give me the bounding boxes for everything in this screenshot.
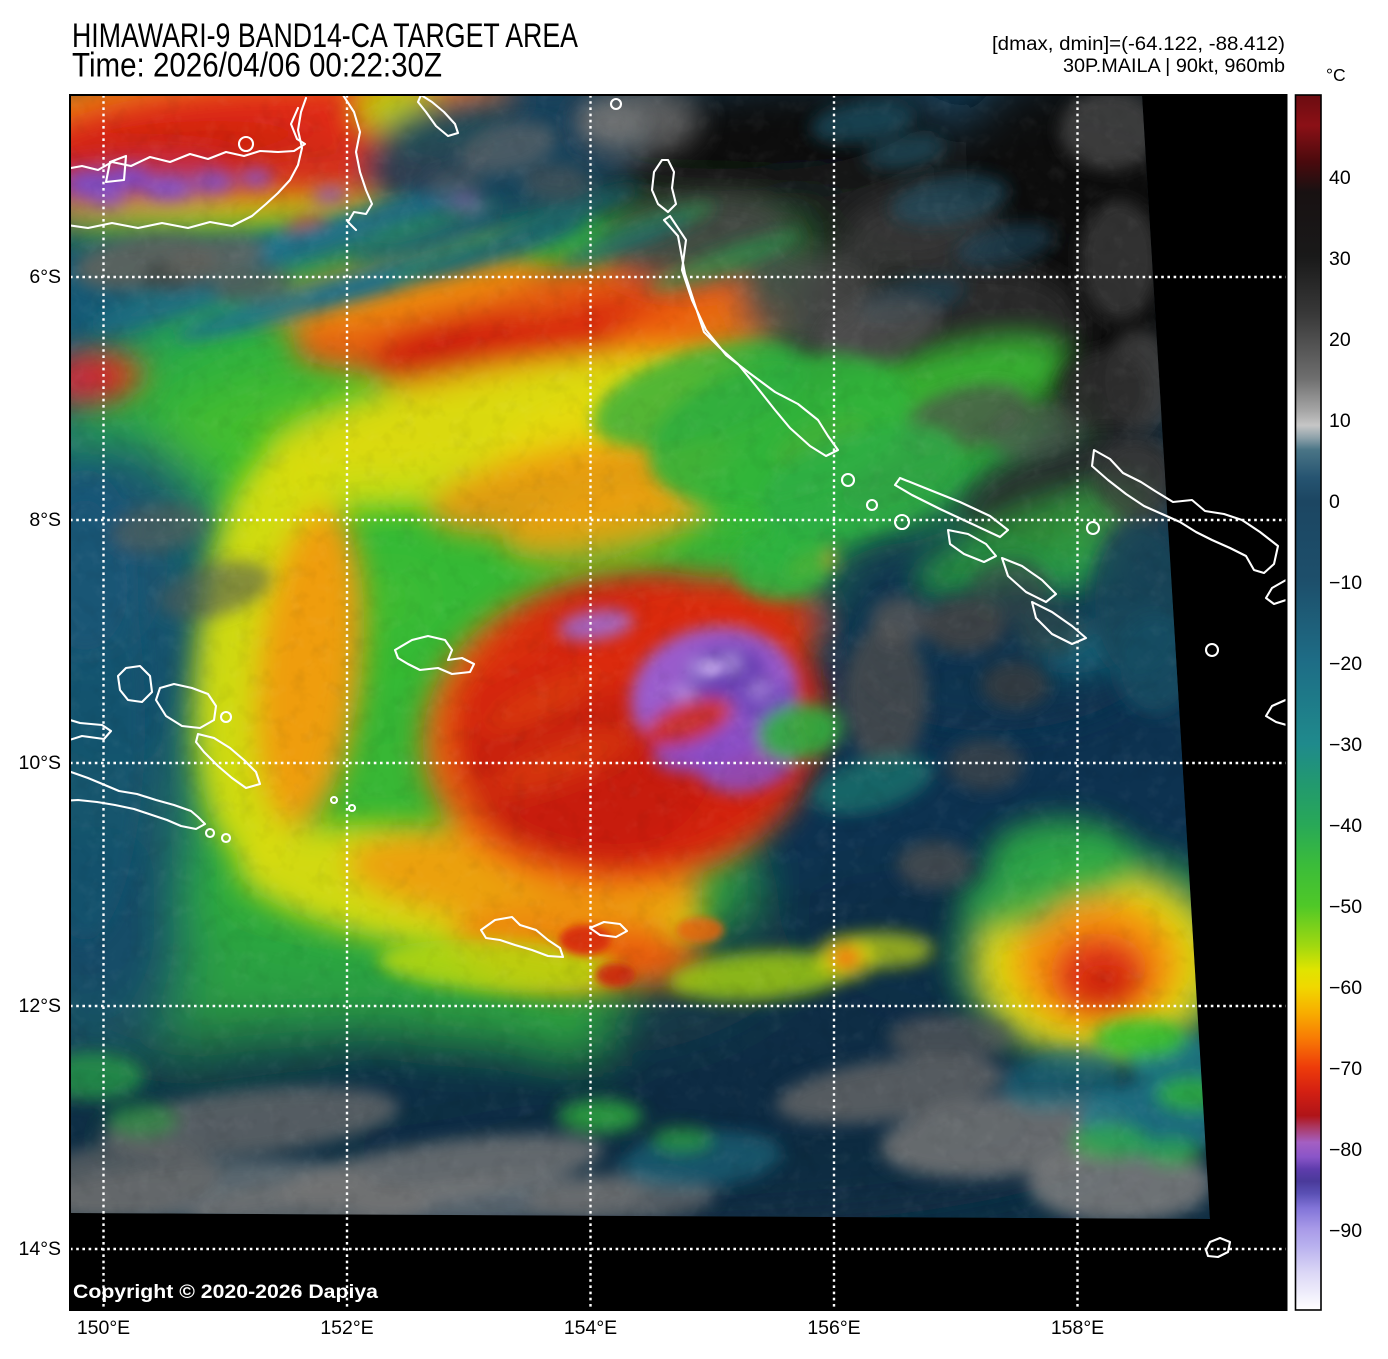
svg-text:−70: −70 bbox=[1329, 1058, 1362, 1080]
svg-text:6°S: 6°S bbox=[29, 266, 61, 288]
svg-text:°C: °C bbox=[1326, 65, 1346, 85]
svg-text:0: 0 bbox=[1329, 491, 1340, 513]
svg-text:8°S: 8°S bbox=[29, 509, 61, 531]
svg-text:−20: −20 bbox=[1329, 653, 1362, 675]
svg-text:30P.MAILA | 90kt, 960mb: 30P.MAILA | 90kt, 960mb bbox=[1063, 56, 1285, 77]
svg-text:30: 30 bbox=[1329, 248, 1351, 270]
svg-text:40: 40 bbox=[1329, 167, 1351, 189]
svg-text:152°E: 152°E bbox=[320, 1317, 373, 1339]
svg-text:−10: −10 bbox=[1329, 572, 1362, 594]
svg-text:154°E: 154°E bbox=[564, 1317, 617, 1339]
svg-text:−40: −40 bbox=[1329, 815, 1362, 837]
svg-text:20: 20 bbox=[1329, 329, 1351, 351]
svg-text:Copyright © 2020-2026 Dapiya: Copyright © 2020-2026 Dapiya bbox=[73, 1282, 378, 1303]
svg-text:10: 10 bbox=[1329, 410, 1351, 432]
svg-text:150°E: 150°E bbox=[77, 1317, 130, 1339]
svg-text:−90: −90 bbox=[1329, 1220, 1362, 1242]
svg-text:156°E: 156°E bbox=[807, 1317, 860, 1339]
svg-text:158°E: 158°E bbox=[1051, 1317, 1104, 1339]
svg-text:−50: −50 bbox=[1329, 896, 1362, 918]
svg-text:HIMAWARI-9 BAND14-CA TARGET AR: HIMAWARI-9 BAND14-CA TARGET AREA bbox=[72, 17, 578, 55]
svg-text:−30: −30 bbox=[1329, 734, 1362, 756]
svg-text:Time: 2026/04/06 00:22:30Z: Time: 2026/04/06 00:22:30Z bbox=[72, 47, 442, 85]
svg-text:[dmax, dmin]=(-64.122, -88.412: [dmax, dmin]=(-64.122, -88.412) bbox=[992, 34, 1285, 55]
svg-text:10°S: 10°S bbox=[19, 752, 62, 774]
svg-text:14°S: 14°S bbox=[19, 1238, 62, 1260]
svg-text:12°S: 12°S bbox=[19, 995, 62, 1017]
svg-text:−80: −80 bbox=[1329, 1139, 1362, 1161]
svg-text:−60: −60 bbox=[1329, 977, 1362, 999]
